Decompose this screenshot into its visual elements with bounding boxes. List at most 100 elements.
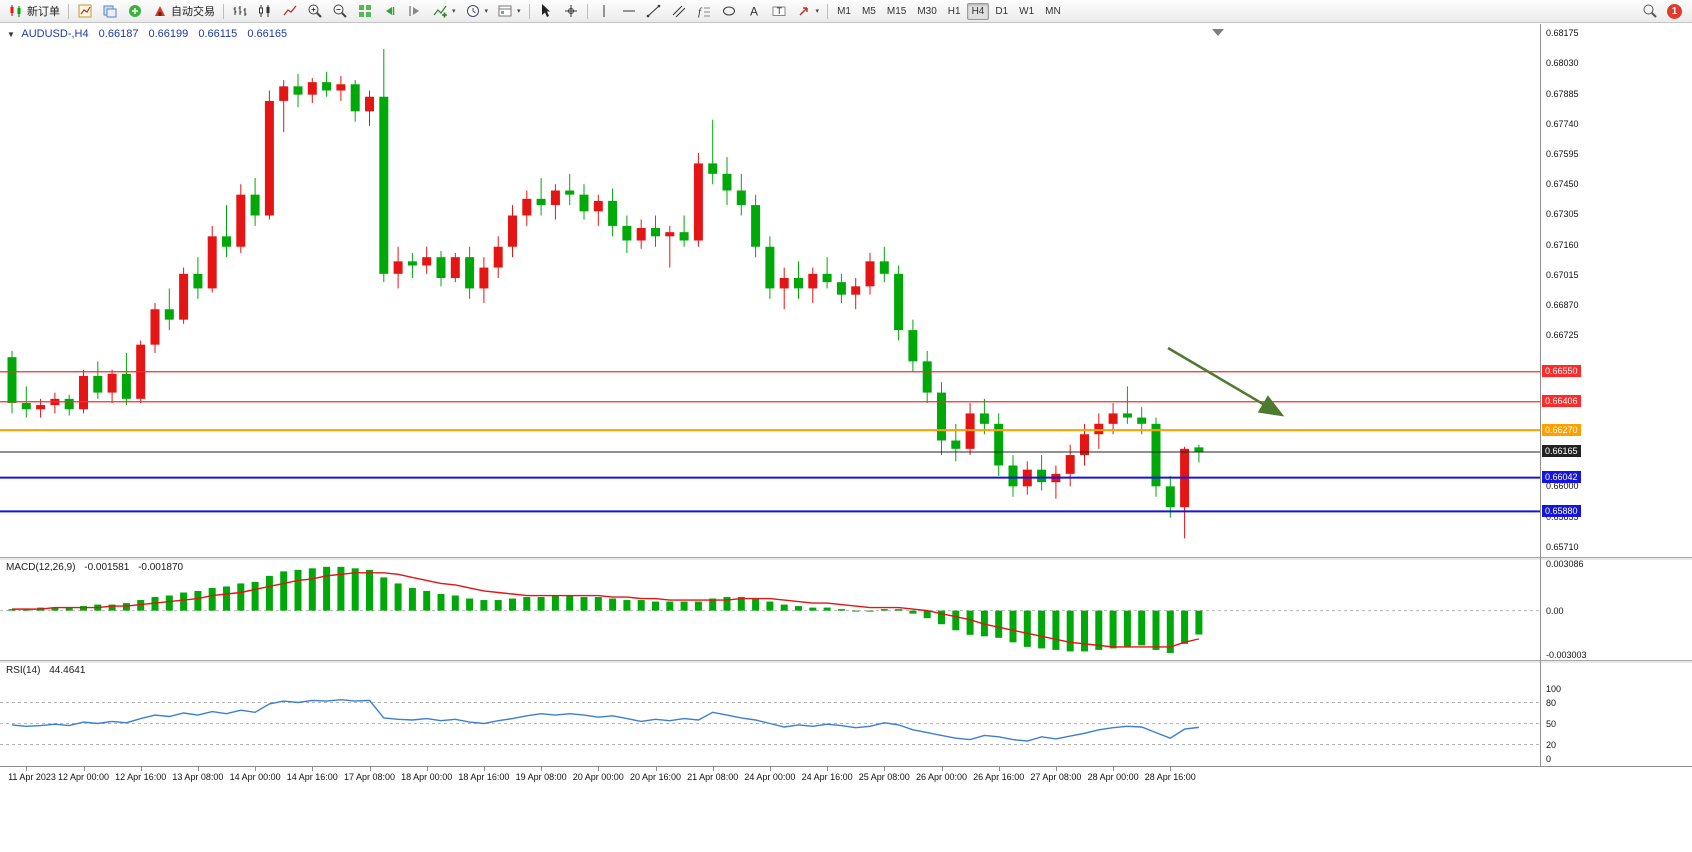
auto-scroll-button[interactable] <box>378 2 402 21</box>
rsi-panel-chart[interactable] <box>0 663 1540 766</box>
toolbar-separator <box>528 3 530 19</box>
candle-body <box>1037 469 1047 483</box>
panel-splitter[interactable] <box>0 557 1692 560</box>
fibonacci-button[interactable]: f <box>692 2 716 21</box>
macd-histogram-bar <box>351 568 359 611</box>
candle-body <box>1194 447 1204 452</box>
time-axis-tick <box>1170 767 1172 771</box>
timeframe-button-h1[interactable]: H1 <box>943 3 966 20</box>
vertical-line-button[interactable] <box>592 2 616 21</box>
autotrading-label: 自动交易 <box>171 6 215 18</box>
price-axis-label: 0.68175 <box>1546 28 1579 39</box>
candle-body <box>250 194 260 216</box>
ohlc-low: 0.66115 <box>198 28 238 40</box>
candle-body <box>851 286 861 295</box>
timeframe-button-m15[interactable]: M15 <box>882 3 911 20</box>
macd-histogram-bar <box>752 598 760 611</box>
macd-histogram-bar <box>22 609 30 611</box>
arrows-button[interactable]: ▾ <box>792 2 824 21</box>
notification-badge[interactable]: 1 <box>1667 3 1682 19</box>
macd-histogram-bar <box>766 601 774 611</box>
timeframe-button-m1[interactable]: M1 <box>832 3 856 20</box>
timeframe-button-m5[interactable]: M5 <box>857 3 881 20</box>
macd-histogram-bar <box>308 568 316 611</box>
fibonacci-icon: f <box>698 6 710 18</box>
macd-histogram-bar <box>694 601 702 611</box>
time-axis-label: 14 Apr 00:00 <box>229 772 281 782</box>
line-chart-button[interactable] <box>278 2 302 21</box>
text-icon: A <box>750 5 758 19</box>
toolbar: 新订单 自动交易 <box>0 0 1692 23</box>
macd-histogram-bar <box>1066 610 1074 652</box>
svg-text:f: f <box>698 6 703 18</box>
time-axis-tick <box>369 767 371 771</box>
chart-shift-button[interactable] <box>403 2 427 21</box>
timeframe-button-m30[interactable]: M30 <box>912 3 941 20</box>
time-axis-tick <box>26 767 28 771</box>
profiles-button[interactable] <box>98 2 122 21</box>
one-click-trading-toggle[interactable]: ▼ <box>7 30 15 39</box>
chart-shift-marker[interactable] <box>1212 29 1224 36</box>
timeframe-button-mn[interactable]: MN <box>1040 3 1066 20</box>
svg-text:A: A <box>750 5 758 19</box>
time-axis-label: 14 Apr 16:00 <box>286 772 338 782</box>
zoom-in-button[interactable] <box>303 2 327 21</box>
candle-body <box>908 330 918 362</box>
tile-windows-button[interactable] <box>353 2 377 21</box>
new-order-button[interactable]: 新订单 <box>4 2 64 21</box>
candlestick-chart-button[interactable] <box>253 2 277 21</box>
trendline-icon <box>646 4 660 18</box>
macd-panel-chart[interactable] <box>0 560 1540 660</box>
price-line-label: 0.66406 <box>1542 395 1581 408</box>
horizontal-line-button[interactable] <box>617 2 641 21</box>
price-chart[interactable] <box>0 24 1540 557</box>
ohlc-close: 0.66165 <box>247 28 288 40</box>
templates-button[interactable]: ▾ <box>493 2 525 21</box>
time-axis-label: 18 Apr 00:00 <box>401 772 453 782</box>
market-watch-button[interactable] <box>123 2 147 21</box>
tile-windows-icon <box>359 5 371 17</box>
crosshair-button[interactable] <box>559 2 583 21</box>
rsi-indicator-label: RSI(14) 44.4641 <box>6 665 85 676</box>
time-axis-tick <box>827 767 829 771</box>
autotrading-button[interactable]: 自动交易 <box>148 2 219 21</box>
new-chart-button[interactable] <box>73 2 97 21</box>
macd-histogram-bar <box>938 610 945 625</box>
indicators-button[interactable]: ▾ <box>428 2 460 21</box>
annotation-arrow[interactable] <box>1167 346 1285 417</box>
price-line-label: 0.66165 <box>1542 445 1581 458</box>
time-axis-tick <box>655 767 657 771</box>
equidistant-channel-button[interactable] <box>667 2 691 21</box>
candle-body <box>836 282 846 295</box>
macd-histogram-bar <box>223 586 230 611</box>
bar-chart-button[interactable] <box>228 2 252 21</box>
cursor-button[interactable] <box>534 2 558 21</box>
text-label-button[interactable]: T <box>767 2 791 21</box>
macd-histogram-bar <box>1138 610 1146 646</box>
macd-axis-label: 0.003086 <box>1546 559 1584 569</box>
timeframe-button-w1[interactable]: W1 <box>1014 3 1039 20</box>
autotrading-icon <box>155 6 165 16</box>
candle-body <box>1165 486 1175 508</box>
panel-splitter[interactable] <box>0 660 1692 663</box>
time-axis-label: 18 Apr 16:00 <box>458 772 510 782</box>
candlestick-chart-icon <box>259 5 270 17</box>
shapes-button[interactable] <box>717 2 741 21</box>
candle-body <box>293 86 303 95</box>
search-button[interactable] <box>1638 2 1662 21</box>
trendline-button[interactable] <box>642 2 666 21</box>
toolbar-separator <box>586 3 588 19</box>
timeframe-button-d1[interactable]: D1 <box>990 3 1013 20</box>
timeframe-button-h4[interactable]: H4 <box>966 2 990 20</box>
rsi-name: RSI(14) <box>6 665 41 676</box>
price-axis-label: 0.67595 <box>1546 149 1579 160</box>
text-button[interactable]: A <box>742 2 766 21</box>
macd-histogram-bar <box>165 595 173 611</box>
macd-histogram-bar <box>366 569 373 611</box>
zoom-out-button[interactable] <box>328 2 352 21</box>
periods-button[interactable]: ▾ <box>461 2 493 21</box>
price-axis-label: 0.66870 <box>1546 300 1579 311</box>
macd-histogram-bar <box>466 598 474 611</box>
macd-histogram-bar <box>1109 610 1117 649</box>
macd-histogram-bar <box>809 607 817 611</box>
